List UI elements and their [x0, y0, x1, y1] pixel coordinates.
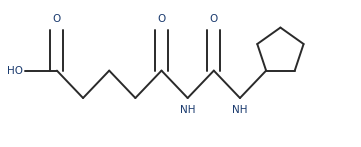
- Text: O: O: [157, 14, 166, 24]
- Text: O: O: [210, 14, 218, 24]
- Text: HO: HO: [7, 66, 23, 76]
- Text: NH: NH: [232, 105, 248, 115]
- Text: O: O: [53, 14, 61, 24]
- Text: NH: NH: [180, 105, 195, 115]
